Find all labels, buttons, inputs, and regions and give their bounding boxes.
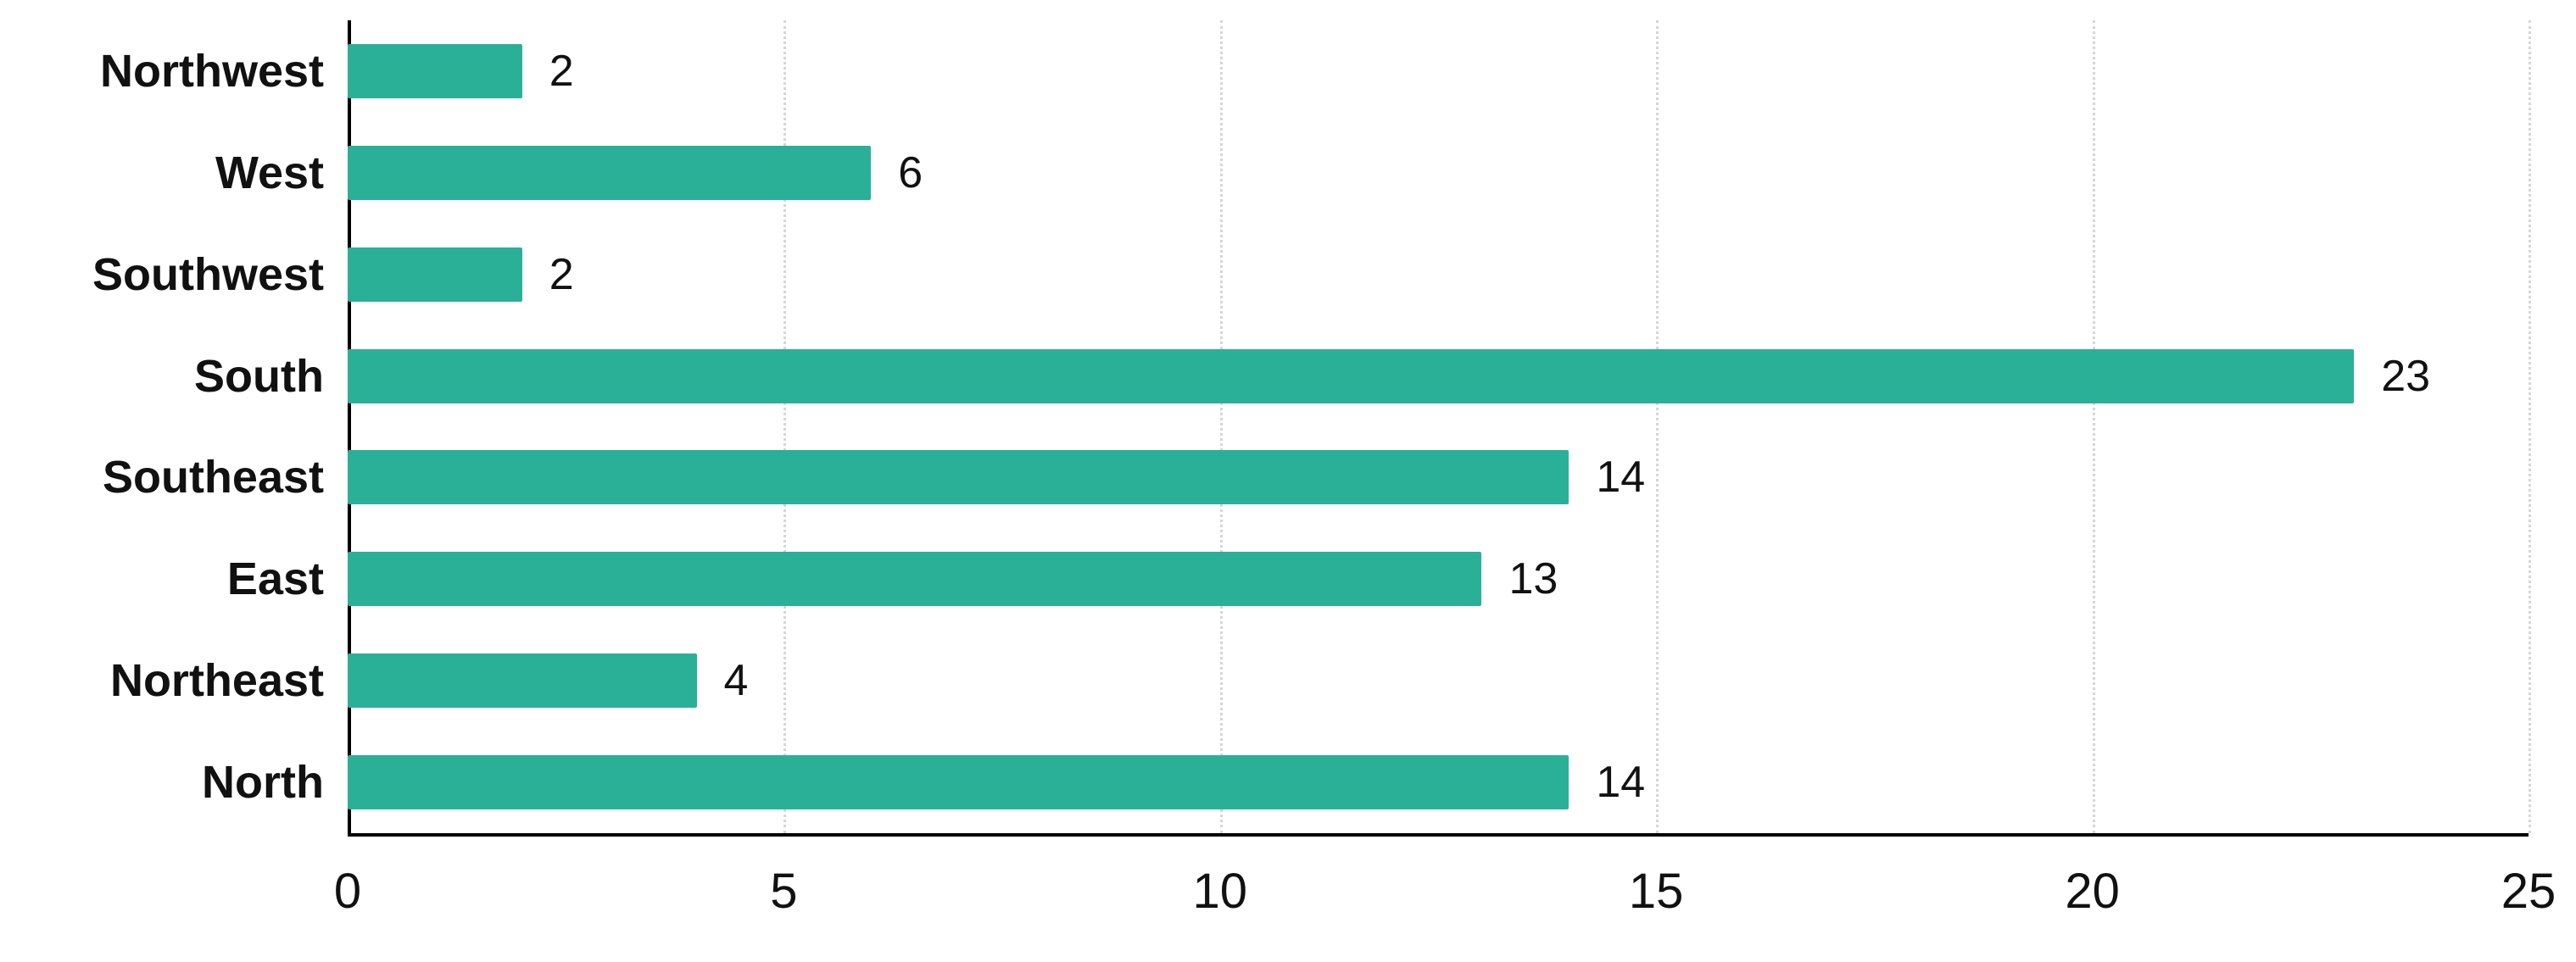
bar-row: Northwest 2 (100, 20, 2529, 122)
bar-row: West 6 (215, 122, 2529, 224)
value-label: 23 (2381, 351, 2431, 401)
bar-row: Southwest 2 (92, 224, 2529, 325)
value-label: 2 (549, 249, 574, 299)
x-tick-label: 0 (333, 864, 362, 919)
gridline (2529, 20, 2531, 833)
bar (348, 755, 1570, 810)
x-tick-label: 15 (1628, 864, 1684, 919)
bar (348, 43, 522, 98)
x-axis-line (348, 833, 2529, 837)
value-label: 13 (1508, 554, 1558, 604)
x-tick-label: 10 (1192, 864, 1248, 919)
bar-row: Southeast 14 (103, 427, 2529, 529)
category-label: North (202, 757, 324, 809)
bar (348, 247, 522, 302)
bar (348, 450, 1570, 505)
bar-row: South 23 (194, 325, 2529, 427)
x-tick-label: 25 (2501, 864, 2556, 919)
x-axis-tick-labels: 0 5 10 15 20 25 (334, 855, 2556, 931)
value-label: 4 (723, 656, 749, 706)
gridline (2092, 20, 2095, 833)
category-label: Southeast (102, 452, 324, 503)
x-tick-label: 5 (770, 864, 798, 919)
category-label: East (226, 553, 324, 605)
bar-row: North 14 (202, 731, 2529, 833)
x-tick-label: 20 (2065, 864, 2120, 919)
value-label: 14 (1596, 453, 1646, 503)
bar (348, 653, 697, 709)
value-label: 2 (549, 46, 574, 96)
bar-rows: Northwest 2 West 6 Southwest 2 South 23 Southeas… (92, 20, 2529, 833)
gridline (783, 20, 787, 833)
category-label: Northwest (99, 45, 324, 97)
y-axis-line (348, 20, 351, 833)
bar (348, 145, 872, 200)
category-label: Southwest (92, 248, 324, 300)
category-label: Northeast (109, 655, 324, 707)
value-label: 14 (1596, 758, 1646, 808)
category-label: West (215, 147, 324, 198)
gridline (1219, 20, 1223, 833)
category-label: South (194, 350, 324, 402)
gridline (1656, 20, 1659, 833)
value-label: 6 (898, 147, 923, 197)
bar-row: Northeast 4 (110, 630, 2529, 731)
gridlines (348, 20, 2531, 833)
plot-area: Northwest 2 West 6 Southwest 2 South 23 Southeas… (92, 20, 2531, 837)
bar-row: East 13 (227, 528, 2529, 630)
bar (348, 552, 1482, 607)
bar (348, 348, 2355, 403)
